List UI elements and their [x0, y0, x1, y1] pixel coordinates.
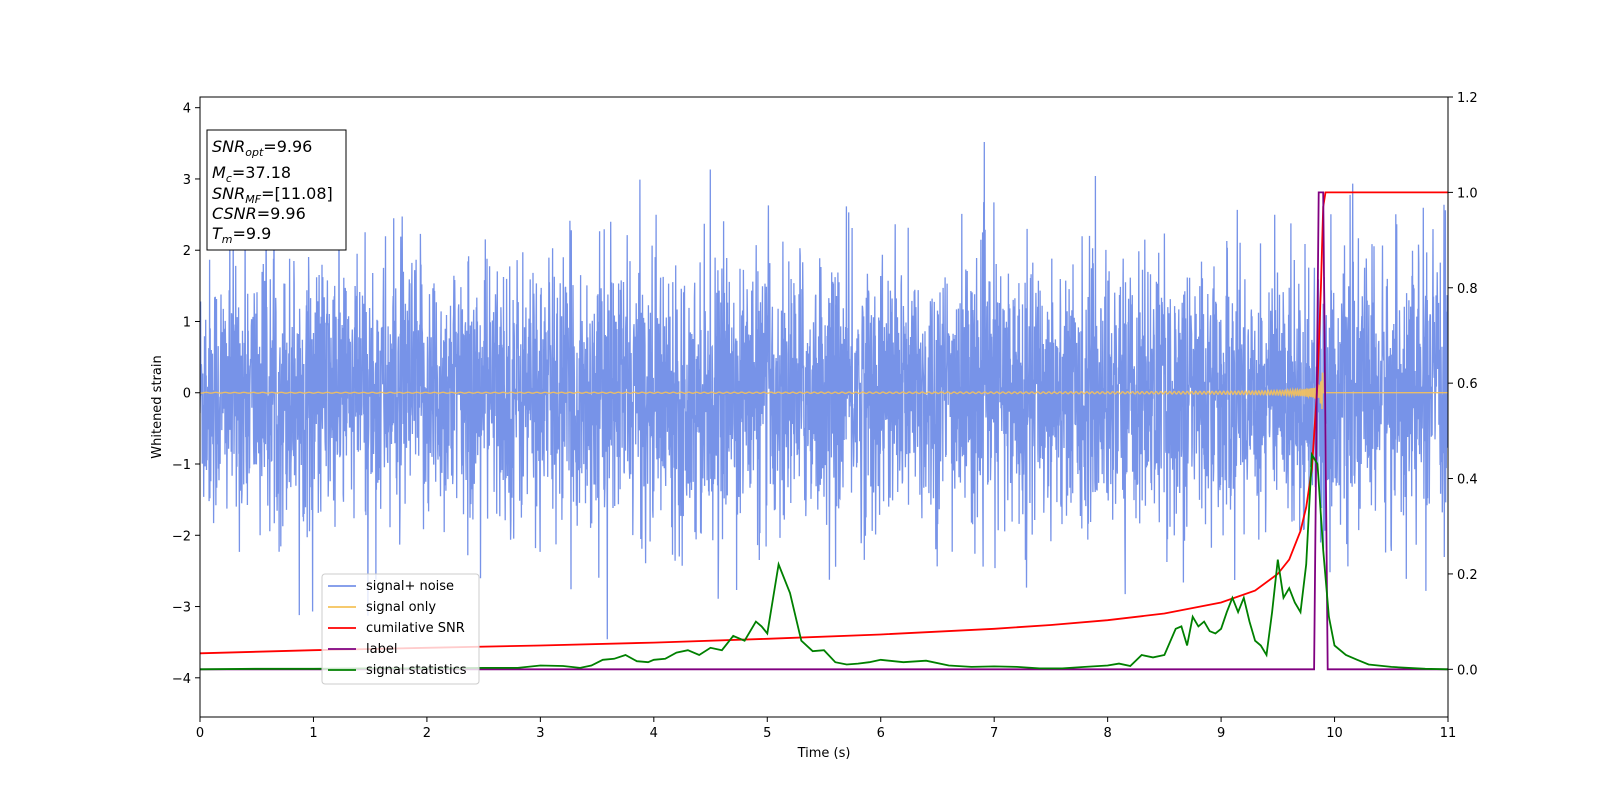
y2-tick-label: 0.4 — [1457, 473, 1478, 488]
svg-text:cumilative SNR: cumilative SNR — [366, 621, 465, 636]
x-axis-ticks: 0 1 2 3 4 5 6 7 8 9 10 11 — [196, 717, 1456, 741]
annotation-box: SNRopt=9.96 Mc=37.18 SNRMF=[11.08] CSNR=… — [206, 129, 347, 251]
noise-trace — [200, 141, 1448, 640]
y2-tick-label: 1.2 — [1457, 91, 1478, 106]
svg-text:signal+ noise: signal+ noise — [366, 579, 454, 594]
y2-tick-label: 0.0 — [1457, 663, 1478, 678]
legend-item-signal: signal only — [328, 600, 436, 615]
annotation-snr-mf: SNRMF=[11.08] — [212, 184, 333, 206]
signal-trace — [200, 372, 1448, 410]
x-tick-label: 0 — [196, 726, 204, 741]
x-tick-label: 10 — [1326, 726, 1343, 741]
y2-tick-label: 0.8 — [1457, 282, 1478, 297]
y-axis-ticks: 4 3 2 1 0 −1 −2 −3 −4 — [172, 102, 200, 687]
signal-statistics-line — [200, 451, 1448, 671]
y2-tick-label: 0.6 — [1457, 377, 1478, 392]
svg-text:label: label — [366, 642, 397, 657]
x-tick-label: 6 — [877, 726, 885, 741]
y-tick-label: 2 — [183, 244, 191, 259]
plot-frame — [199, 96, 1449, 718]
svg-text:signal statistics: signal statistics — [366, 663, 467, 678]
annotation-csnr: CSNR=9.96 — [212, 204, 306, 223]
y2-tick-label: 1.0 — [1457, 186, 1478, 201]
y-tick-label: 4 — [183, 102, 191, 117]
svg-text:signal only: signal only — [366, 600, 436, 615]
annotation-tm: Tm=9.9 — [212, 224, 271, 246]
y-tick-label: −2 — [172, 529, 191, 544]
x-tick-label: 5 — [763, 726, 771, 741]
y-tick-label: 0 — [183, 387, 191, 402]
y2-axis-ticks: 1.2 1.0 0.8 0.6 0.4 0.2 0.0 — [1448, 91, 1478, 678]
x-tick-label: 4 — [650, 726, 658, 741]
x-tick-label: 11 — [1440, 726, 1457, 741]
x-axis-label: Time (s) — [797, 746, 851, 761]
legend-item-cumulative: cumilative SNR — [328, 621, 465, 636]
y-tick-label: −4 — [172, 672, 191, 687]
y-tick-label: −1 — [172, 458, 191, 473]
label-line — [200, 191, 1448, 671]
y-tick-label: 1 — [183, 315, 191, 330]
legend-item-label: label — [328, 642, 397, 657]
x-tick-label: 9 — [1217, 726, 1225, 741]
annotation-snr-opt: SNRopt=9.96 — [212, 137, 312, 159]
series-signal-statistics — [200, 451, 1448, 671]
series-cumulative-snr — [200, 191, 1448, 655]
series-signal-only — [200, 372, 1448, 410]
x-tick-label: 3 — [536, 726, 544, 741]
x-tick-label: 2 — [423, 726, 431, 741]
y-tick-label: −3 — [172, 601, 191, 616]
annotation-mc: Mc=37.18 — [212, 163, 291, 185]
y2-tick-label: 0.2 — [1457, 568, 1478, 583]
y-axis-label: Whitened strain — [150, 355, 165, 458]
y-tick-label: 3 — [183, 173, 191, 188]
series-label — [200, 191, 1448, 671]
cumulative-snr-line — [200, 191, 1448, 655]
series-signal-noise — [200, 141, 1448, 640]
legend: signal+ noise signal only cumilative SNR… — [321, 573, 480, 685]
x-tick-label: 8 — [1103, 726, 1111, 741]
x-tick-label: 7 — [990, 726, 998, 741]
legend-item-statistics: signal statistics — [328, 663, 467, 678]
legend-item-noise: signal+ noise — [328, 579, 454, 594]
x-tick-label: 1 — [309, 726, 317, 741]
